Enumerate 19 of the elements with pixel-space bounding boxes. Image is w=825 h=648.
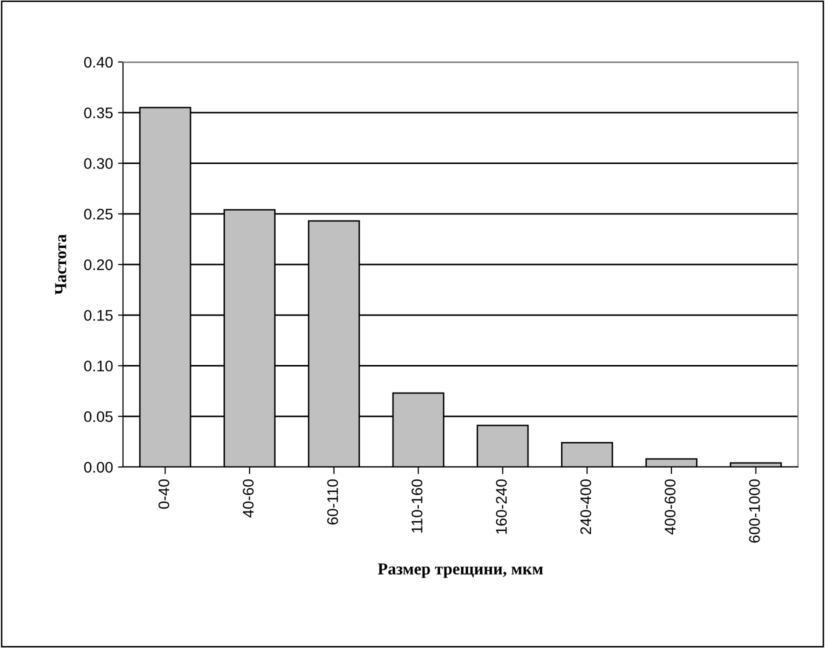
y-tick-label: 0.15 bbox=[84, 310, 113, 321]
y-tick-label: 0.05 bbox=[84, 411, 113, 422]
y-tick-label: 0.00 bbox=[84, 462, 113, 473]
y-tick-label: 0.25 bbox=[84, 208, 113, 220]
x-tick-label: 60-110 bbox=[327, 479, 338, 524]
y-tick-label: 0.20 bbox=[84, 259, 113, 270]
y-tick-label: 0.10 bbox=[84, 360, 113, 372]
x-tick-label: 0-40 bbox=[158, 479, 170, 509]
x-tick-label: 40-60 bbox=[242, 479, 254, 518]
x-tick-label: 240-400 bbox=[580, 479, 592, 534]
x-tick-label: 400-600 bbox=[664, 479, 676, 535]
x-tick-label: 160-240 bbox=[496, 479, 507, 534]
x-axis-title: Размер трещини, мкм bbox=[378, 563, 543, 578]
y-tick-label: 0.40 bbox=[84, 56, 113, 68]
y-tick-label: 0.35 bbox=[84, 107, 113, 118]
x-tick-label: 600-1000 bbox=[749, 479, 760, 543]
y-axis-title: Частота bbox=[55, 234, 66, 295]
x-tick-label: 110-160 bbox=[412, 479, 422, 533]
y-tick-label: 0.30 bbox=[84, 158, 113, 169]
